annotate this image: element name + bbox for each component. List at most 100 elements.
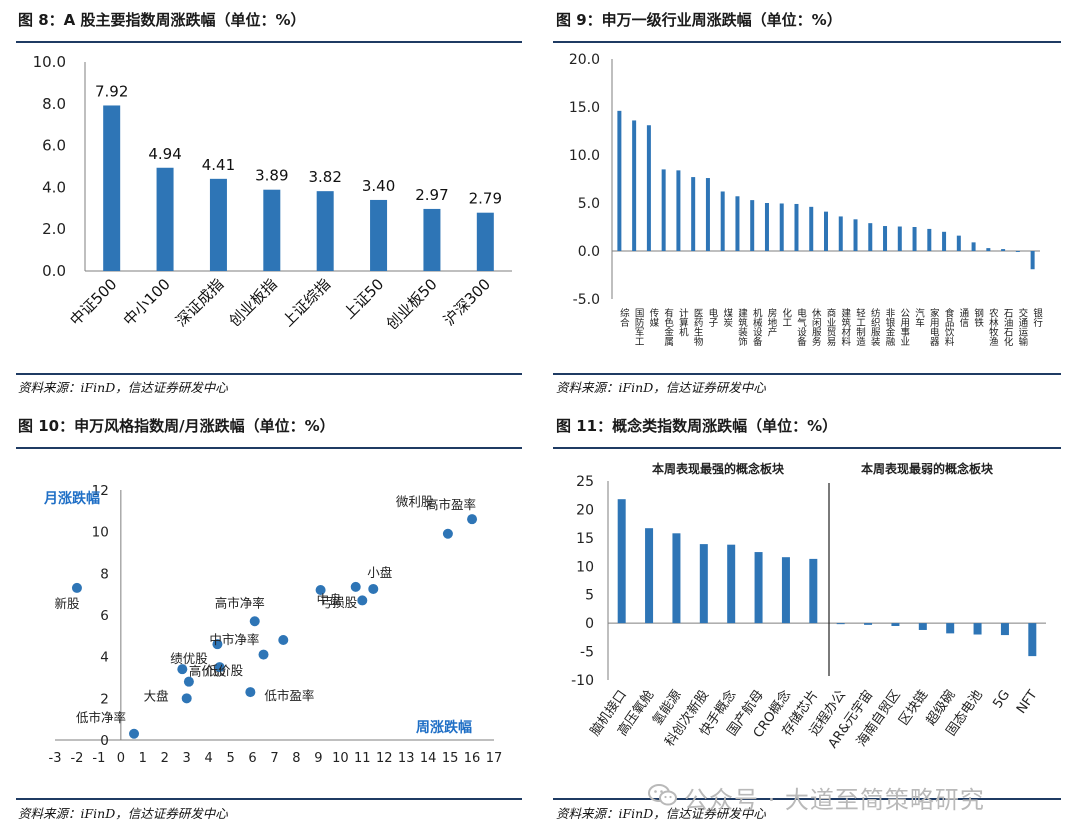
chart10-xtick: 6 (248, 751, 256, 766)
chart11-bar (645, 528, 654, 624)
chart10-point-label: 低市净率 (76, 710, 126, 725)
chart10-xtick: 5 (226, 751, 234, 766)
chart9-category-label: 电气设备 (795, 307, 807, 347)
chart9-bar (661, 169, 666, 251)
watermark: 公众号 · 大道至简策略研究 (684, 786, 985, 814)
chart11-ytick: 20 (576, 502, 594, 518)
chart9-bar (617, 110, 622, 251)
chart9-category-label: 机械设备 (751, 307, 763, 347)
chart11-ytick: 5 (585, 588, 594, 604)
chart9-category-label: 汽车 (913, 307, 925, 328)
chart11-group-label: 本周表现最强的概念板块 (652, 461, 785, 476)
chart11-category-label: NFT (1014, 688, 1041, 717)
chart9-category-label: 建筑装饰 (736, 307, 748, 347)
chart10-point-label: 新股 (54, 596, 80, 611)
chart8-ytick: 2.0 (42, 220, 66, 238)
chart9-bar (809, 206, 814, 251)
chart11-title: 图 11：概念类指数周涨跌幅（单位：%） (556, 417, 838, 435)
chart8-title: 图 8：A 股主要指数周涨跌幅（单位：%） (18, 11, 306, 29)
chart10-point-label: 中市净率 (209, 632, 259, 647)
chart10-xtick: 1 (139, 751, 147, 766)
chart10-point (245, 687, 256, 698)
chart9-category-label: 计算机 (677, 307, 689, 337)
chart9-category-label: 交通运输 (1016, 307, 1028, 347)
chart10-xtick: 11 (354, 751, 371, 766)
chart10-point (442, 528, 453, 539)
chart10-point (258, 649, 269, 660)
chart10-xtick: 2 (161, 751, 169, 766)
chart11-source: 资料来源：iFinD，信达证券研发中心 (556, 806, 766, 821)
chart8-value-label: 4.41 (202, 156, 235, 174)
chart11-ytick: -10 (571, 673, 594, 689)
chart10-xtick: 10 (332, 751, 349, 766)
chart9-category-label: 钢铁 (972, 307, 984, 328)
chart11-bar (672, 533, 681, 624)
chart10-xtick: 13 (398, 751, 415, 766)
chart10-ytick: 10 (92, 525, 109, 541)
chart11-bar (864, 623, 873, 625)
chart9-category-label: 电子 (706, 307, 718, 327)
chart10-xlabel: 周涨跌幅 (416, 719, 472, 736)
chart10-ylabel: 月涨跌幅 (43, 490, 100, 507)
chart10-point (357, 595, 368, 606)
chart10-title: 图 10：申万风格指数周/月涨跌幅（单位：%） (18, 417, 335, 435)
chart9-bar (956, 235, 961, 251)
chart8-ytick: 4.0 (42, 178, 66, 196)
chart10-xtick: 14 (420, 751, 437, 766)
chart9-category-label: 建筑材料 (839, 307, 851, 347)
chart10-xtick: 7 (270, 751, 278, 766)
chart9-ytick: 15.0 (569, 100, 600, 116)
chart11-bottom-rule (553, 798, 1061, 800)
chart11-bar (727, 544, 736, 624)
chart8-value-label: 3.40 (362, 177, 395, 195)
chart8-bar (209, 178, 227, 271)
chart9-bar (853, 219, 858, 251)
chart8-value-label: 3.89 (255, 167, 288, 185)
chart9-bar (971, 242, 976, 251)
chart11-ytick: -5 (580, 645, 594, 661)
chart8-bar (316, 191, 334, 271)
chart9-bar (720, 191, 725, 251)
chart8-bar (103, 105, 121, 271)
chart10-point (368, 583, 379, 594)
chart8-bottom-rule (16, 373, 522, 375)
chart9-category-label: 综合 (618, 307, 630, 328)
chart9-category-label: 轻工制造 (854, 307, 866, 347)
chart10-point-label: 低价股 (206, 663, 244, 678)
chart9-category-label: 化工 (780, 307, 792, 327)
chart9-bar (691, 177, 696, 251)
chart9-bar (764, 203, 769, 251)
chart11-bar (1028, 623, 1037, 657)
chart9-bar (750, 200, 755, 251)
chart8-ytick: 0.0 (42, 262, 66, 280)
chart10-point (315, 585, 326, 595)
chart11-bar (809, 558, 818, 624)
chart9-category-label: 医药生物 (692, 308, 704, 347)
chart8-bar (476, 212, 494, 271)
chart9-category-label: 有色金属 (662, 307, 674, 347)
chart8-ytick: 8.0 (42, 95, 66, 113)
chart11-top-rule (553, 447, 1061, 449)
chart10-xtick: 9 (314, 751, 322, 766)
chart9-ytick: 10.0 (569, 148, 600, 164)
chart10-point-label: 绩优股 (170, 651, 208, 666)
chart9-bar (986, 248, 991, 251)
chart9-bar (1001, 249, 1006, 251)
chart11-bar (754, 552, 763, 624)
chart8: 0.02.04.06.08.010.07.92中证5004.94中小1004.4… (33, 53, 512, 333)
chart11-ytick: 0 (585, 616, 594, 632)
chart11-ytick: 15 (576, 531, 594, 547)
chart10-ytick: 6 (100, 608, 109, 624)
chart10-point (212, 639, 223, 650)
chart8-value-label: 2.97 (415, 186, 448, 204)
chart10-point-label: 大盘 (144, 688, 169, 703)
chart11-ytick: 25 (576, 474, 594, 490)
chart9-ytick: 5.0 (578, 196, 600, 212)
chart8-ytick: 6.0 (42, 137, 66, 155)
chart10-point (214, 662, 225, 673)
chart10-ytick: 12 (92, 483, 109, 499)
chart10-point (71, 582, 82, 593)
chart8-bar (156, 167, 174, 271)
chart10-point-label: 小盘 (367, 565, 392, 580)
